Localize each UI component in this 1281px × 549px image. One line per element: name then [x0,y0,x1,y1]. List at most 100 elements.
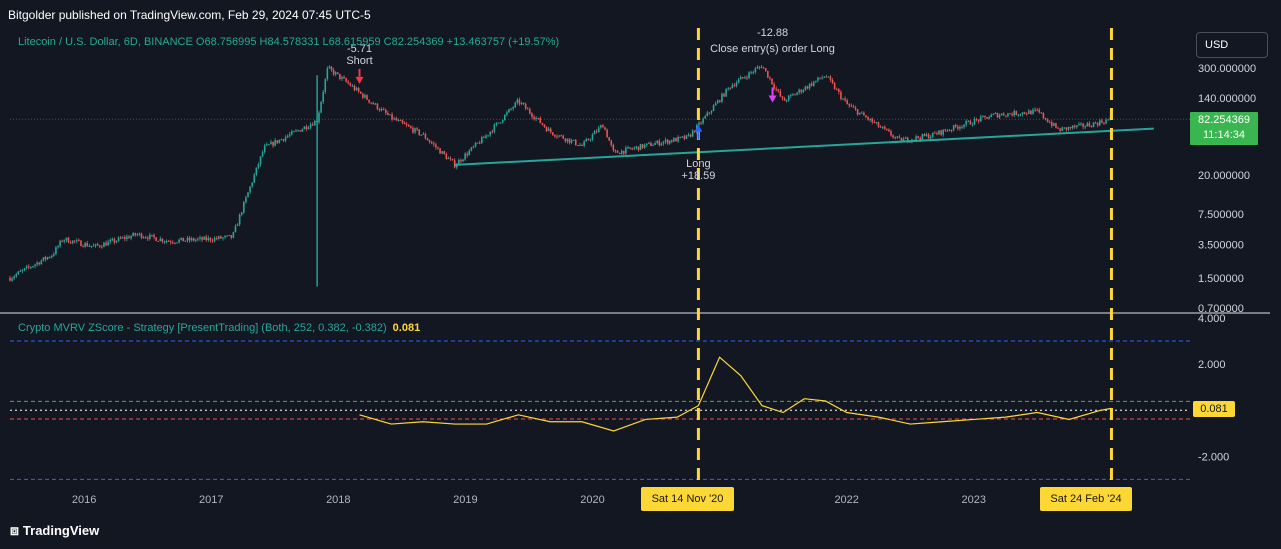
candle [309,122,312,130]
candle [982,114,984,118]
candle [184,240,187,242]
candle-body [462,159,464,162]
candle [1071,125,1074,130]
candle-body [397,120,400,122]
candle [485,133,487,139]
candle [146,235,149,241]
candle [545,126,548,133]
candle-body [359,91,362,94]
candle-body [1030,110,1032,115]
candle [1036,108,1038,112]
candle [1002,112,1005,116]
price-axis-label: 20.000000 [1198,170,1250,182]
candle-body [197,238,199,240]
candle-body [648,142,650,144]
candle-body [775,88,777,90]
candle-body [15,274,18,277]
candle-body [1094,122,1097,124]
candle [1105,118,1107,125]
candle-body [1032,109,1034,115]
candle [61,239,63,243]
candle-body [1021,112,1024,115]
candle [1025,112,1028,116]
tradingview-logo[interactable]: ⧈ TradingView [10,522,99,539]
candle [228,235,231,237]
indicator-legend[interactable]: Crypto MVRV ZScore - Strategy [PresentTr… [18,322,420,334]
candle-body [230,235,233,238]
candle [217,235,220,241]
candle [852,104,855,108]
candle [846,98,848,105]
candle-body [946,130,949,132]
candle [856,108,859,116]
candle [677,135,679,143]
candle [355,86,358,91]
candle [683,134,686,141]
candle [959,125,961,132]
candle-body [263,145,266,153]
candle [520,101,523,106]
candle [842,97,844,100]
candle-body [589,139,592,141]
candle [9,275,11,282]
candle-body [257,164,260,168]
candle-body [560,135,562,137]
year-label: 2020 [580,494,604,506]
candle [821,75,823,80]
candle [153,233,155,240]
bar-countdown: 11:14:34 [1202,129,1245,141]
candle [963,123,965,130]
candle [547,126,550,132]
candle-body [1082,123,1084,127]
candle-body [84,242,86,247]
candle [1000,112,1003,116]
candle-body [662,141,665,144]
candle-body [249,186,251,193]
candle-body [835,89,838,91]
candle-body [138,233,141,235]
candle-body [182,237,185,242]
candle [470,146,473,152]
candle-body [1078,123,1080,126]
candle [132,231,134,237]
candle-body [959,126,961,129]
last-price-value: 82.254369 [1198,114,1250,126]
candle [1094,121,1097,124]
candle-body [691,130,694,137]
candle [67,236,70,244]
candle-body [71,240,74,244]
candle [449,156,452,161]
candle-body [852,106,855,108]
candle-body [311,124,314,126]
candle-body [115,240,118,243]
candle [1103,122,1105,125]
candle-body [443,151,446,155]
candle-body [871,118,874,123]
candle-body [954,125,957,127]
candle [295,128,297,133]
candle-body [727,87,729,89]
close-long-arrow [768,95,777,103]
candle-body [261,152,264,157]
candle-body [518,99,521,104]
candle [420,134,423,137]
ticker-legend[interactable]: Litecoin / U.S. Dollar, 6D, BINANCE O68.… [18,36,560,48]
candle [622,150,625,156]
candle [637,146,640,152]
candle-body [683,136,686,139]
candle-body [11,278,13,281]
candle-body [1057,127,1059,129]
candle [739,75,742,80]
candle [343,75,345,79]
candle [658,138,661,147]
candle [650,141,652,147]
candle-body [510,108,512,110]
candle [157,240,160,242]
candle-body [925,134,928,136]
currency-button[interactable]: USD [1196,32,1268,58]
candle [499,122,502,124]
candle [829,75,832,83]
candle-body [846,100,848,105]
candle-body [562,135,565,139]
